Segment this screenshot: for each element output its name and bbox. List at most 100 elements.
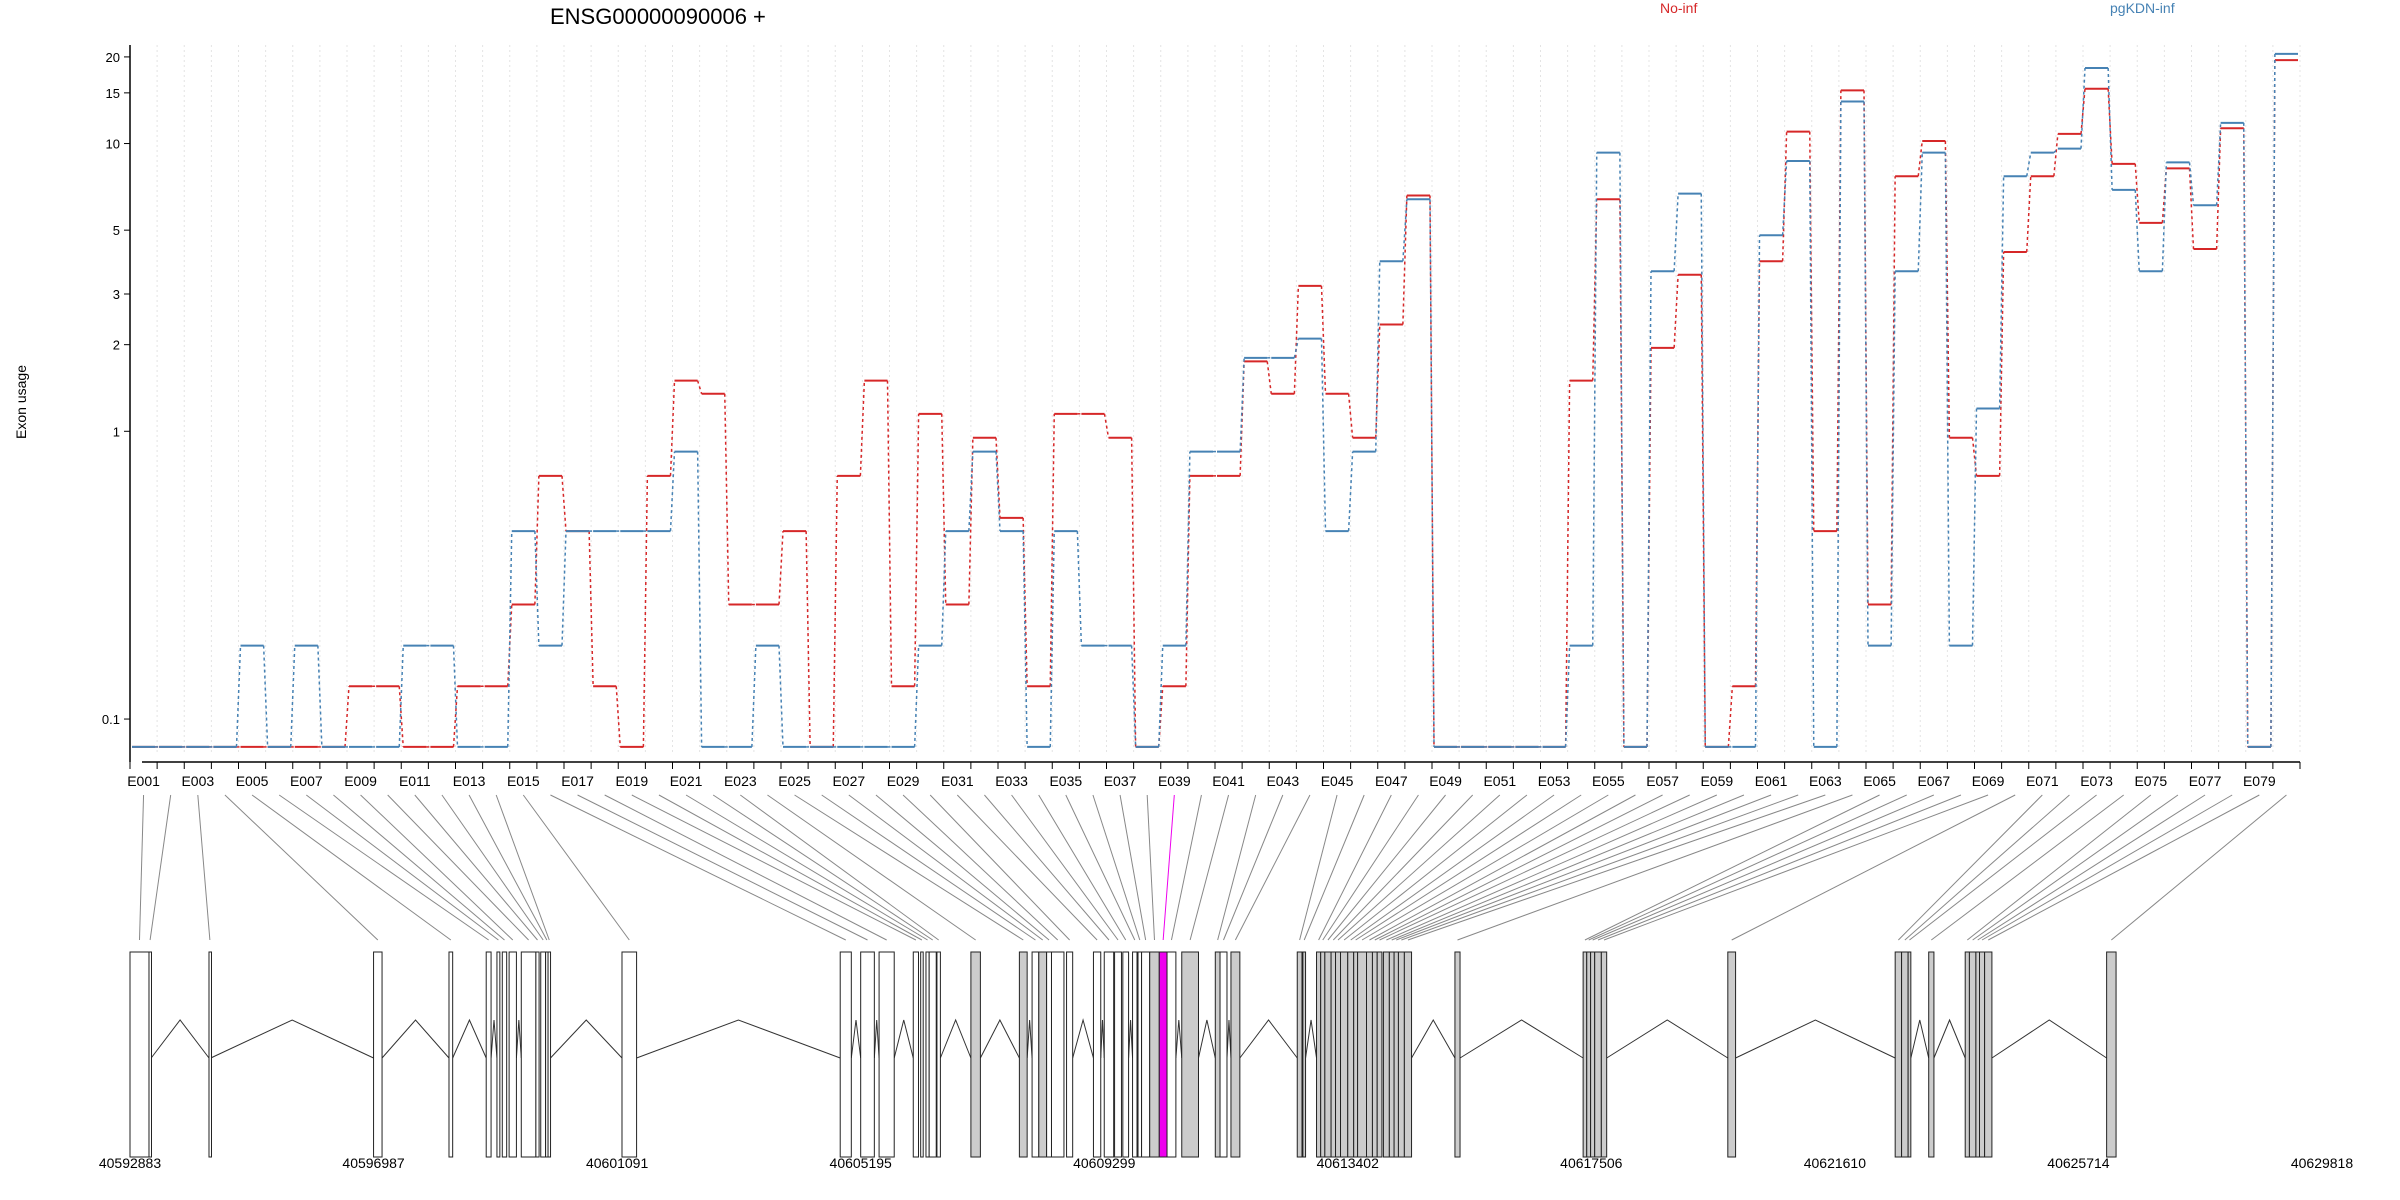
- series-connector: [1673, 193, 1679, 272]
- series-connector: [1402, 199, 1408, 262]
- exon-box-e076: [1968, 951, 1977, 1158]
- legend-label-no-inf: No-inf: [1660, 0, 1697, 16]
- y-tick-label: 20: [106, 50, 120, 65]
- exon-box-e079: [1984, 951, 1993, 1158]
- series-connector: [1998, 251, 2005, 476]
- series-connector: [669, 451, 676, 532]
- chart-title: ENSG00000090006 +: [550, 4, 766, 29]
- exon-connector: [1898, 794, 2043, 941]
- x-tick-label: E023: [724, 773, 757, 789]
- x-tick-label: E033: [995, 773, 1028, 789]
- exon-box-e003: [208, 951, 212, 1158]
- intron-line: [1128, 1019, 1134, 1059]
- coordinate-label: 40605195: [830, 1155, 893, 1171]
- series-connector: [2107, 88, 2113, 164]
- intron-line: [490, 1019, 498, 1059]
- exon-box-e071: [1894, 951, 1903, 1158]
- intron-line: [1072, 1018, 1094, 1059]
- exon-connector: [1299, 794, 1338, 941]
- y-tick-label: 10: [106, 137, 120, 152]
- exon-connector: [658, 794, 923, 941]
- series-connector: [2026, 152, 2032, 177]
- series-connector: [1347, 393, 1354, 438]
- exon-box-e017: [860, 951, 875, 1158]
- intron-line: [1100, 1019, 1105, 1059]
- y-tick-label: 5: [113, 223, 120, 238]
- exon-connector: [550, 794, 846, 941]
- series-connector: [941, 531, 947, 646]
- series-connector: [2270, 53, 2276, 747]
- exon-connector: [495, 794, 550, 941]
- exon-box-e074: [1928, 951, 1935, 1158]
- series-connector: [859, 380, 866, 476]
- exon-connector: [1343, 794, 1528, 941]
- exon-box-e050: [1330, 951, 1337, 1158]
- exon-connector: [821, 794, 1036, 941]
- exon-box-e078: [1979, 951, 1986, 1158]
- series-connector: [534, 531, 540, 646]
- series-connector: [317, 645, 323, 747]
- exon-connector: [1011, 794, 1119, 941]
- exon-box-e016: [839, 951, 852, 1158]
- exon-box-e039: [1158, 951, 1168, 1158]
- x-tick-label: E075: [2134, 773, 2167, 789]
- coordinate-label: 40609299: [1073, 1155, 1136, 1171]
- exon-box-e073: [1907, 951, 1912, 1158]
- exon-box-e030: [1066, 951, 1074, 1158]
- exon-box-e043: [1219, 951, 1228, 1158]
- series-connector: [995, 451, 1001, 532]
- exon-box-e059: [1382, 951, 1390, 1158]
- series-connector: [1347, 451, 1354, 532]
- series-connector: [995, 437, 1001, 518]
- exon-connector: [1988, 794, 2260, 941]
- exon-box-e012: [540, 951, 547, 1158]
- exon-connector: [1584, 794, 1880, 941]
- series-connector: [1130, 645, 1137, 747]
- exon-connector: [685, 794, 928, 941]
- series-connector: [2026, 176, 2032, 252]
- series-connector: [588, 531, 594, 687]
- intron-line: [1305, 1019, 1318, 1059]
- exon-connector: [414, 794, 538, 941]
- y-tick-label: 2: [113, 338, 120, 353]
- genomic-coordinate-labels: 40592883 40596987 40601091 40605195 40609299…: [99, 1155, 2354, 1171]
- exon-connector: [794, 794, 1024, 941]
- exon-connector: [1170, 794, 1202, 941]
- series-connector: [1592, 152, 1598, 646]
- exon-connector: [149, 794, 172, 941]
- exon-connector: [1592, 794, 1935, 941]
- exon-connector: [1092, 794, 1141, 941]
- exon-connector: [522, 794, 630, 941]
- intron-line: [1239, 1019, 1298, 1059]
- series-connector: [968, 451, 974, 532]
- exon-connector: [197, 794, 211, 941]
- intron-line: [1735, 1019, 1896, 1059]
- series-connector: [669, 380, 676, 476]
- series-connector: [2215, 122, 2222, 206]
- x-tick-label: E047: [1375, 773, 1408, 789]
- x-tick-label: E051: [1483, 773, 1516, 789]
- exon-connector: [1457, 794, 1853, 941]
- exon-connector: [1597, 794, 1962, 941]
- x-tick-labels: E001 E003 E005 E007 E009 E011 E013 E015 E017 E019…: [127, 773, 2276, 789]
- exon-connector: [712, 794, 933, 941]
- x-tick-label: E017: [561, 773, 594, 789]
- exon-box-e042: [1214, 951, 1221, 1158]
- x-tick-label: E029: [887, 773, 920, 789]
- x-tick-label: E043: [1266, 773, 1299, 789]
- exon-connector: [1369, 794, 1636, 941]
- coordinate-label: 40621610: [1804, 1155, 1867, 1171]
- series-connector: [398, 686, 404, 747]
- x-tick-label: E031: [941, 773, 974, 789]
- series-connector: [2188, 162, 2195, 206]
- exon-connector: [631, 794, 917, 941]
- coordinate-label: 40601091: [586, 1155, 649, 1171]
- intron-line: [1910, 1019, 1930, 1059]
- exon-connector: [1065, 794, 1136, 941]
- series-connector: [1429, 199, 1435, 747]
- exon-box-e022: [928, 951, 937, 1158]
- series-connector: [751, 645, 757, 747]
- exon-box-e005: [448, 951, 454, 1158]
- coordinate-label: 40625714: [2047, 1155, 2110, 1171]
